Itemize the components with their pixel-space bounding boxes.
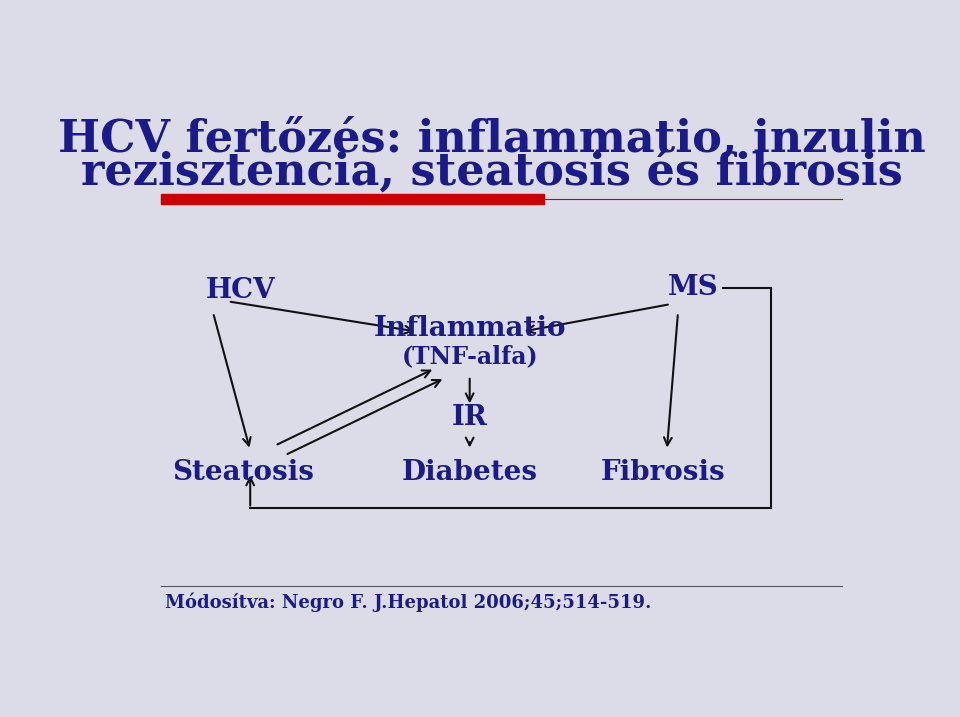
Text: Fibrosis: Fibrosis	[601, 459, 726, 486]
Text: rezisztencia, steatosis és fibrosis: rezisztencia, steatosis és fibrosis	[81, 150, 903, 194]
Text: Steatosis: Steatosis	[172, 459, 314, 486]
Text: (TNF-alfa): (TNF-alfa)	[401, 345, 538, 369]
Text: Diabetes: Diabetes	[401, 459, 538, 486]
Text: HCV fertőzés: inflammatio, inzulin: HCV fertőzés: inflammatio, inzulin	[59, 117, 925, 160]
Text: Inflammatio: Inflammatio	[373, 315, 566, 343]
Text: HCV: HCV	[205, 277, 276, 304]
Bar	[161, 194, 544, 204]
Text: IR: IR	[452, 404, 488, 431]
Text: MS: MS	[667, 274, 718, 301]
Text: Módosítva: Negro F. J.Hepatol 2006;45;514-519.: Módosítva: Negro F. J.Hepatol 2006;45;51…	[165, 592, 651, 612]
